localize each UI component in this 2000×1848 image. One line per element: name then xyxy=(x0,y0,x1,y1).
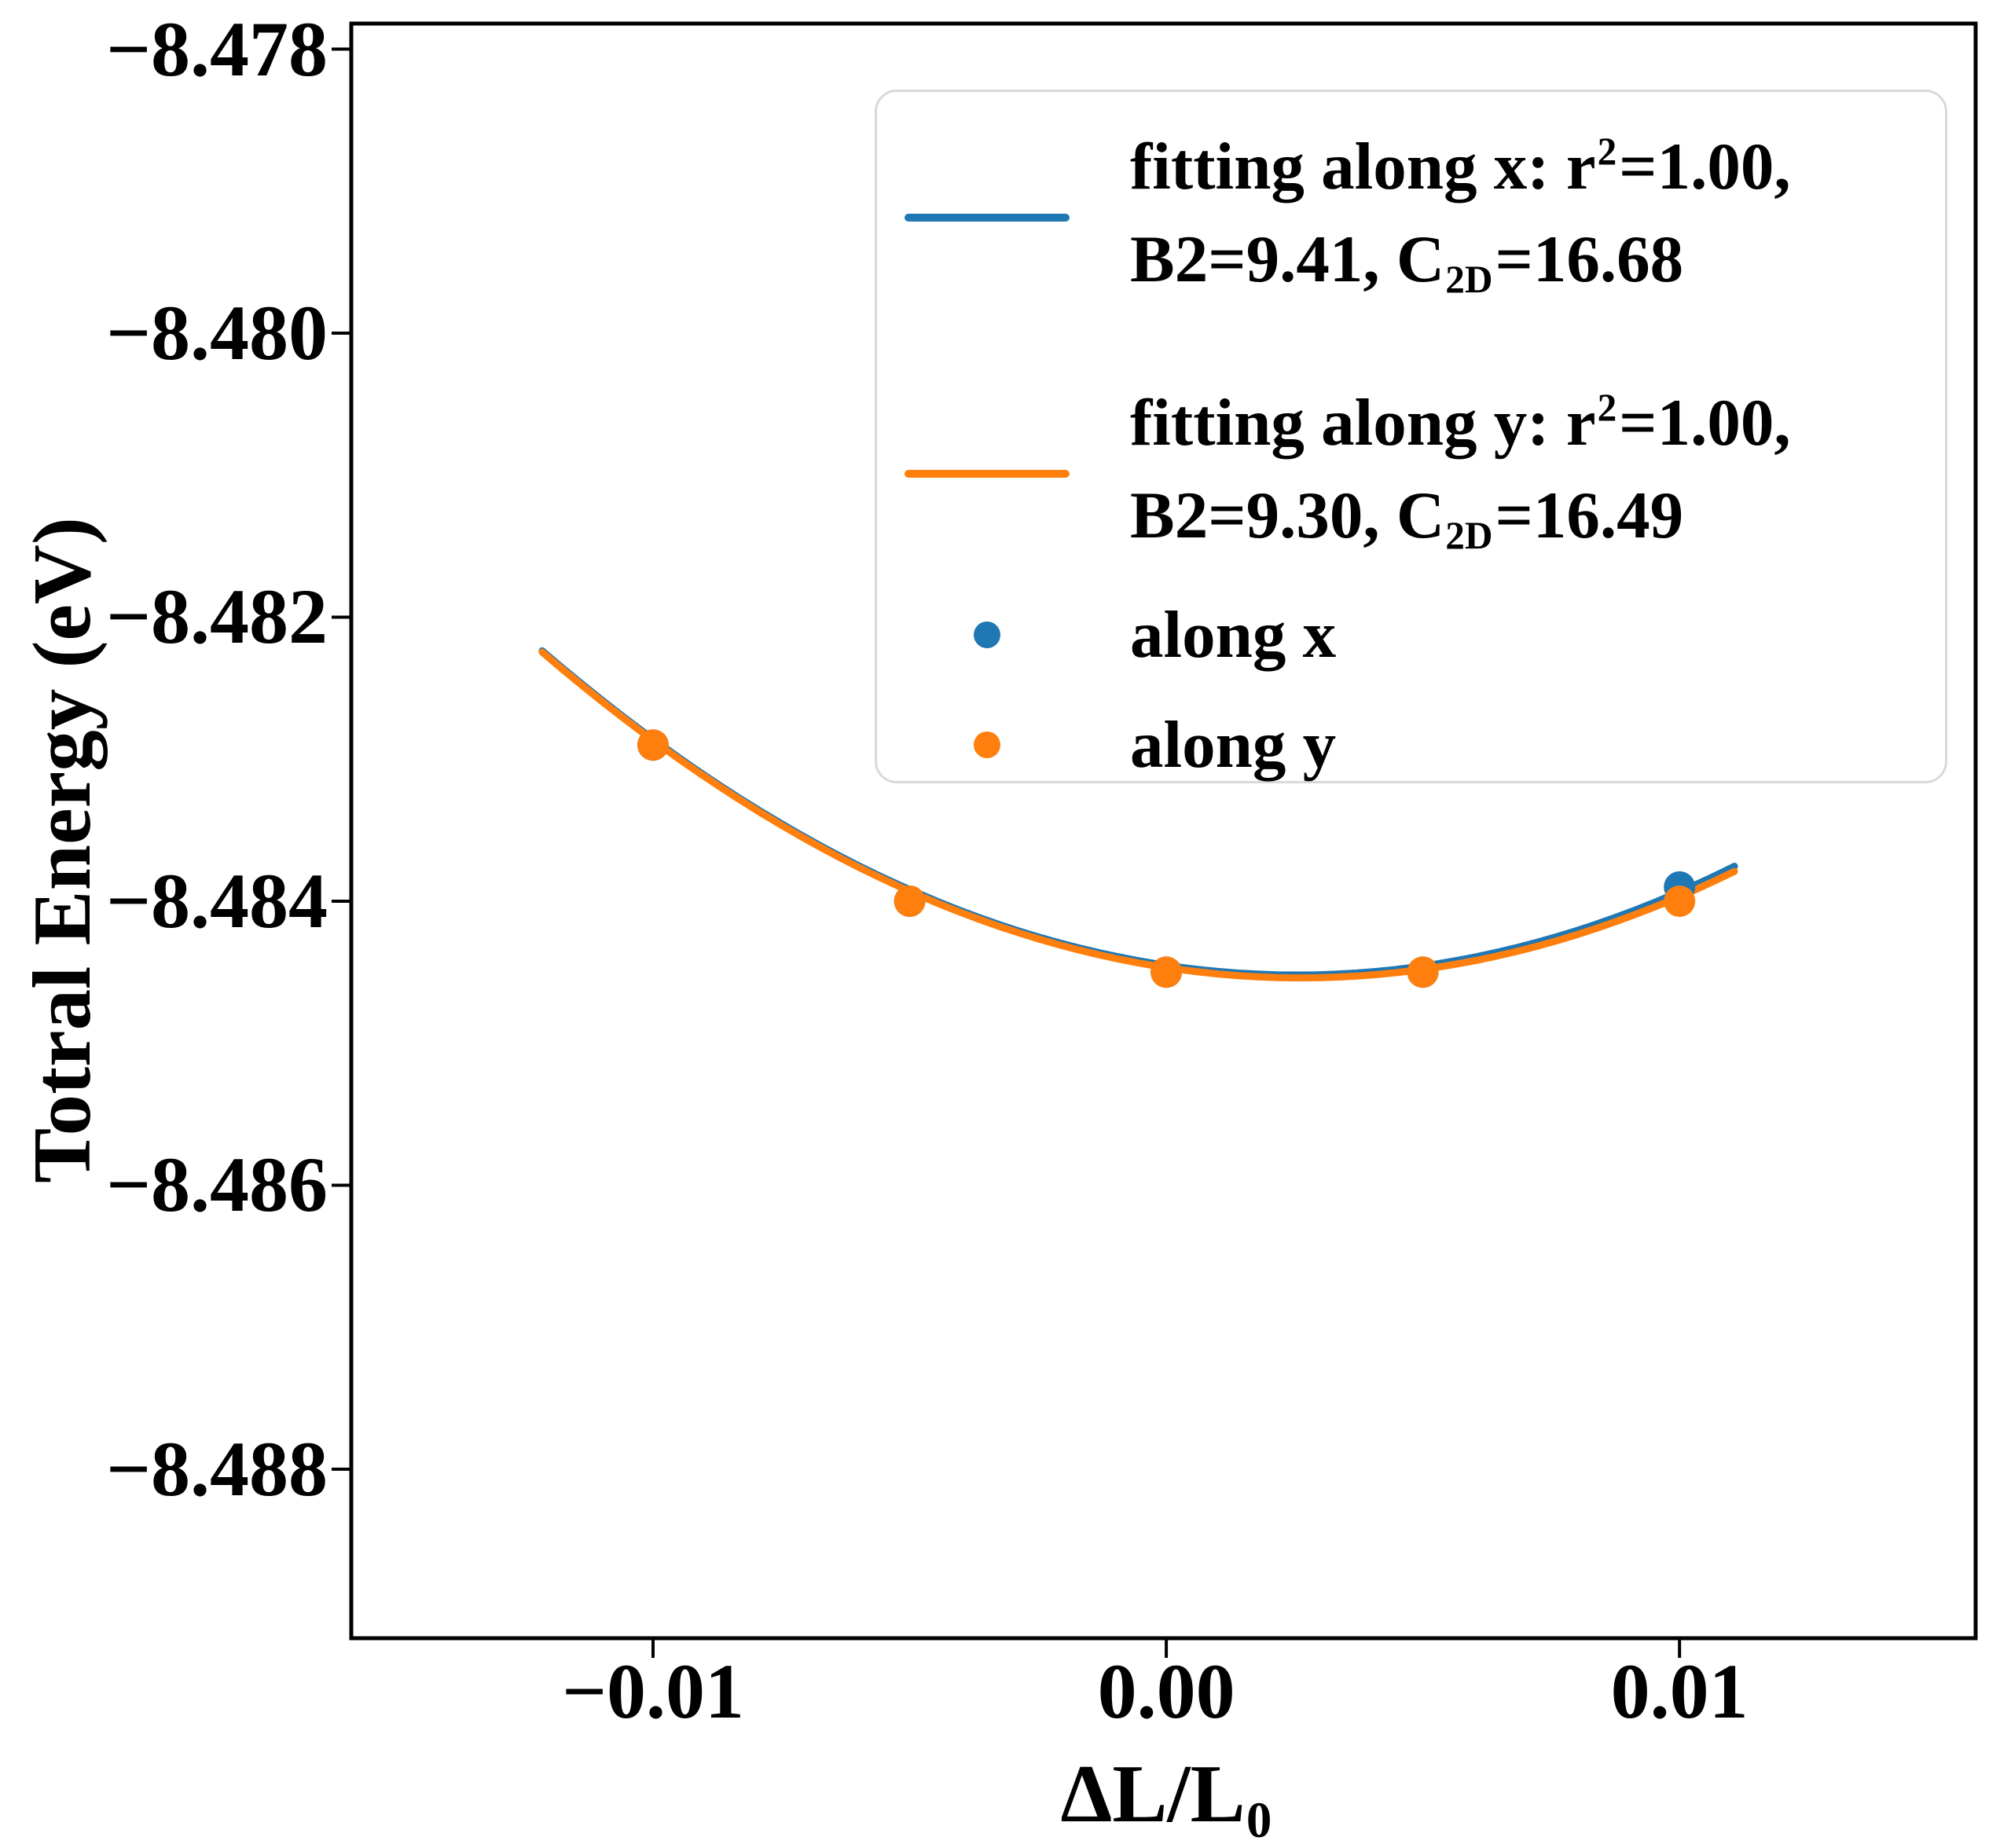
y-tick-label: −8.488 xyxy=(106,1424,328,1512)
legend-sample-col xyxy=(905,732,1070,758)
y-tick-label: −8.484 xyxy=(106,856,328,944)
data-point-along-y xyxy=(1150,956,1183,988)
legend-entry-along-x: along x xyxy=(905,593,1921,676)
blue-line-sample-icon xyxy=(905,214,1070,222)
x-tick-label: −0.01 xyxy=(562,1648,744,1735)
x-tick-label: 0.00 xyxy=(1097,1648,1235,1735)
orange-line-sample-icon xyxy=(905,470,1070,478)
legend-entry-along-y: along y xyxy=(905,703,1921,786)
legend-entry-fit-y: fitting along y: r2=1.00, B2=9.30, C2D=1… xyxy=(905,381,1921,566)
legend-text-part: fitting along y: r xyxy=(1130,386,1596,460)
legend-subscript: 2D xyxy=(1445,257,1493,301)
legend-sample-col xyxy=(905,622,1070,648)
fit-curve-along-y xyxy=(538,648,1738,982)
legend-text-part: B2=9.30, C xyxy=(1130,478,1445,552)
legend-subscript: 2D xyxy=(1445,513,1493,557)
legend-text-part: =1.00, xyxy=(1619,386,1791,460)
blue-dot-marker-icon xyxy=(974,622,1000,648)
x-axis-label-text: ΔL/L xyxy=(1060,1747,1246,1839)
x-axis-label-subscript: 0 xyxy=(1246,1791,1272,1848)
y-tick-label: −8.478 xyxy=(106,5,328,93)
x-axis-label: ΔL/L0 xyxy=(695,1746,1638,1848)
legend-text-part: B2=9.41, C xyxy=(1130,222,1445,296)
legend-text-part: =16.68 xyxy=(1495,222,1684,296)
legend-superscript: 2 xyxy=(1597,130,1617,174)
axes-spines xyxy=(349,21,1978,1641)
data-point-along-y xyxy=(894,886,926,917)
legend-label-fit-x: fitting along x: r2=1.00, B2=9.41, C2D=1… xyxy=(1130,125,1791,310)
legend-text-part: =1.00, xyxy=(1619,130,1791,204)
legend-label-along-x: along x xyxy=(1130,598,1337,672)
data-point-along-y xyxy=(1407,956,1439,988)
legend-sample-col xyxy=(905,214,1070,222)
legend: fitting along x: r2=1.00, B2=9.41, C2D=1… xyxy=(875,90,1947,783)
x-tick-label: 0.01 xyxy=(1610,1648,1749,1735)
y-tick-label: −8.482 xyxy=(106,573,328,661)
y-tick-label: −8.480 xyxy=(106,289,328,376)
data-point-along-y xyxy=(637,729,669,761)
legend-superscript: 2 xyxy=(1597,386,1617,430)
legend-label-along-y: along y xyxy=(1130,708,1337,782)
legend-text-part: =16.49 xyxy=(1495,478,1684,552)
data-point-along-y xyxy=(1664,886,1696,917)
y-tick-label: −8.486 xyxy=(106,1141,328,1229)
legend-sample-col xyxy=(905,470,1070,478)
legend-entry-fit-x: fitting along x: r2=1.00, B2=9.41, C2D=1… xyxy=(905,125,1921,310)
legend-label-fit-y: fitting along y: r2=1.00, B2=9.30, C2D=1… xyxy=(1130,381,1791,566)
orange-dot-marker-icon xyxy=(974,732,1000,758)
legend-text-part: fitting along x: r xyxy=(1130,130,1596,204)
